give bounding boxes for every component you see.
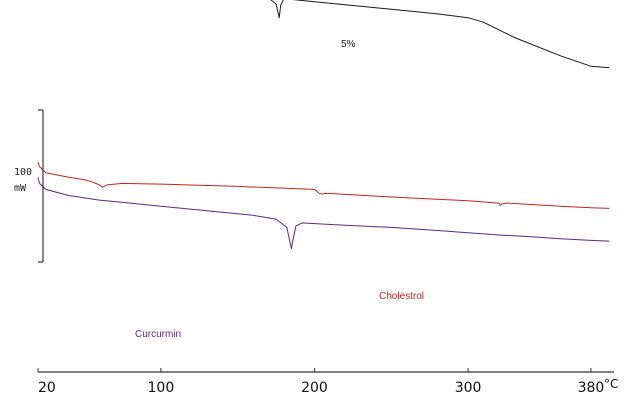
x-tick-label-100: 100 [148,380,175,396]
scale-bar: 100 mW [14,109,44,263]
series-label-5pct: 5% [341,39,356,50]
series-line-5pct [270,0,610,69]
x-tick-label-200: 200 [301,380,328,396]
series-line-curcurmin [37,177,610,250]
x-tick-label-20: 20 [38,380,56,396]
x-tick-label-300: 300 [455,380,482,396]
series-lines [37,0,610,250]
series-label-curcurmin: Curcurmin [135,329,181,340]
scale-bar-unit: mW [14,183,27,194]
x-axis-unit: °C [604,377,618,391]
x-tick-label-380: 380 [578,380,605,396]
series-line-cholestrol [37,161,610,209]
series-label-cholestrol: Cholestrol [379,291,424,302]
x-axis-ticks: 20 100 200 300 380 [37,368,605,396]
scale-bar-value: 100 [14,167,32,178]
x-axis: 20 100 200 300 380 °C [37,368,618,396]
